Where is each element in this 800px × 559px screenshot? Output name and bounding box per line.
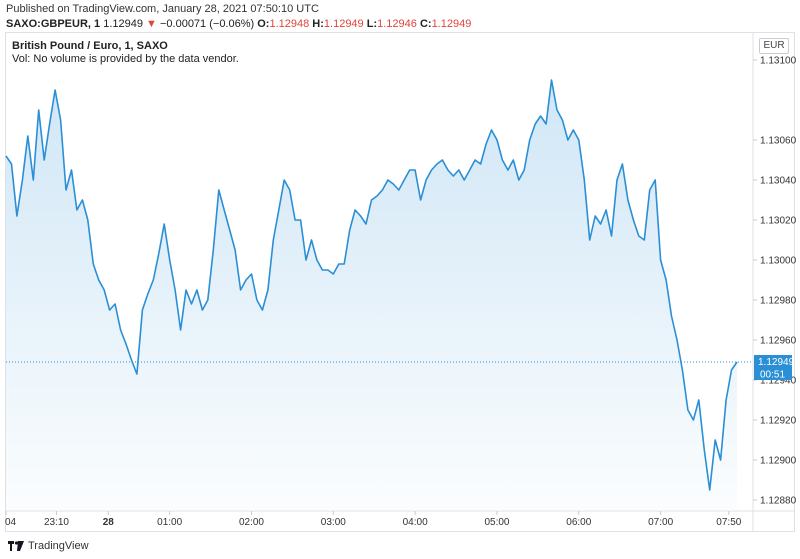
price-tag-value: 1.12949 [758,357,795,368]
open-label: O: [257,18,270,30]
footer-brand: TradingView [8,540,89,552]
x-tick-label: 04 [5,517,17,528]
x-tick-label: 23:10 [44,517,69,528]
y-tick-label: 1.13020 [760,216,797,227]
x-tick-label: 07:00 [648,517,673,528]
x-tick-label: 07:50 [716,517,741,528]
x-tick-label: 04:00 [403,517,428,528]
x-tick-label: 01:00 [157,517,182,528]
last-price: 1.12949 [103,18,143,30]
down-arrow-icon: ▼ [146,18,157,30]
y-tick-label: 1.13100 [760,56,797,67]
countdown-value: 00:51 [760,370,785,381]
high-value: 1.12949 [323,18,364,30]
y-tick-label: 1.13040 [760,176,797,187]
low-value: 1.12946 [377,18,417,30]
y-tick-label: 1.13000 [760,256,797,267]
x-tick-label: 05:00 [484,517,509,528]
price-tag [754,355,792,368]
close-value: 1.12949 [431,18,472,30]
y-tick-label: 1.12900 [760,456,797,467]
close-label: C: [419,18,432,30]
x-tick-label: 02:00 [239,517,264,528]
open-value: 1.12948 [269,18,310,30]
quote-bar: SAXO:GBPEUR, 1 1.12949 ▼ −0.00071 (−0.06… [6,18,471,30]
volume-note: Vol: No volume is provided by the data v… [12,53,239,65]
x-tick-label: 28 [103,517,115,528]
price-change: −0.00071 (−0.06%) [159,18,255,30]
x-tick-label: 06:00 [566,517,591,528]
symbol-label: SAXO:GBPEUR, 1 [6,18,101,30]
price-line [5,79,738,491]
low-label: L: [366,18,378,30]
y-tick-label: 1.12920 [760,416,797,427]
legend-title: British Pound / Euro, 1, SAXO [12,40,168,52]
chart-frame [5,32,795,532]
footer-brand-label: TradingView [28,540,89,552]
y-tick-label: 1.13060 [760,136,797,147]
high-label: H: [312,18,324,30]
y-tick-label: 1.12980 [760,296,797,307]
x-tick-label: 03:00 [321,517,346,528]
countdown-tag [754,368,792,380]
price-area [6,80,737,510]
y-tick-label: 1.12880 [760,496,797,507]
currency-button[interactable]: EUR [759,38,789,54]
published-note: Published on TradingView.com, January 28… [6,3,319,15]
y-tick-label: 1.12940 [760,376,797,387]
y-tick-label: 1.12960 [760,336,797,347]
tradingview-logo-icon [8,541,24,551]
